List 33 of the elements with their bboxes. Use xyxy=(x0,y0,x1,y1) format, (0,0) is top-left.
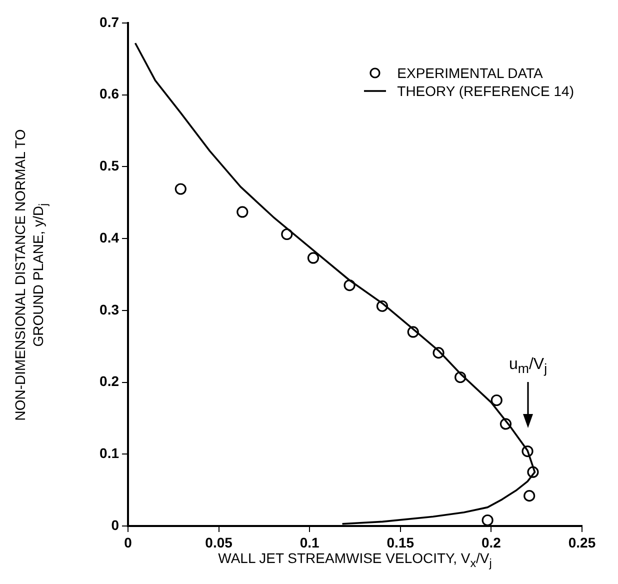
x-tick-label: 0.1 xyxy=(300,534,320,550)
point xyxy=(454,371,466,384)
x-axis-title: WALL JET STREAMWISE VELOCITY, V$_{x}$/V$_{j}$ xyxy=(218,550,492,570)
y-tick-label: 0 xyxy=(111,516,120,533)
point xyxy=(482,514,494,526)
point xyxy=(527,466,539,478)
point xyxy=(281,228,293,240)
point xyxy=(490,394,502,406)
point xyxy=(522,445,534,458)
point xyxy=(500,418,512,430)
x-tick-label: 0.15 xyxy=(386,534,414,550)
y-tick-label: 0.2 xyxy=(100,373,120,390)
y-tick-label: 0.1 xyxy=(100,445,120,461)
point xyxy=(376,300,388,312)
y-tick-label: 0.3 xyxy=(100,301,120,318)
legend-label: THEORY (REFERENCE 14) xyxy=(397,83,574,99)
y-tick-label: 0.6 xyxy=(100,86,120,102)
x-tick-label: 0.25 xyxy=(568,534,596,550)
point xyxy=(407,326,419,338)
y-tick-label: 0.7 xyxy=(100,14,120,30)
point xyxy=(236,206,248,218)
x-tick-label: 0.2 xyxy=(481,534,502,550)
point xyxy=(344,279,356,292)
point xyxy=(174,183,186,195)
point xyxy=(432,347,444,359)
point xyxy=(524,490,536,502)
annotation: u$_{m}$/V$_{j}$ xyxy=(508,356,548,376)
legend-label: EXPERIMENTAL DATA xyxy=(397,65,543,81)
x-tick-label: 0.05 xyxy=(205,534,233,550)
y-tick-label: 0.5 xyxy=(100,158,120,174)
x-tick-label: 0 xyxy=(124,534,132,550)
y-tick-label: 0.4 xyxy=(100,229,120,246)
point xyxy=(307,252,320,264)
